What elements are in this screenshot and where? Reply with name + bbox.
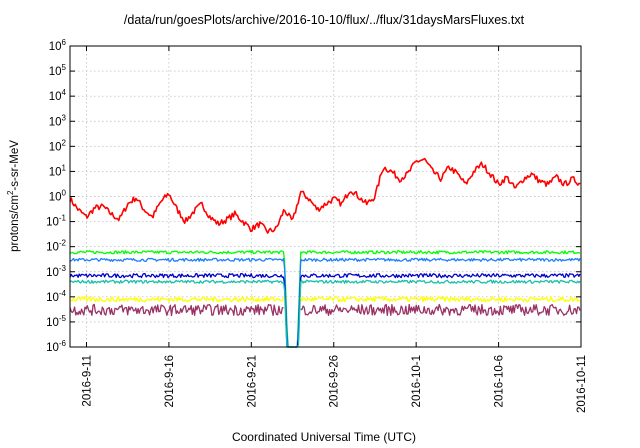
- y-tick-label: 10-4: [46, 289, 66, 304]
- y-tick-label: 106: [49, 38, 67, 53]
- series-line: [69, 296, 581, 303]
- y-tick-label: 102: [49, 138, 67, 153]
- grid: [70, 46, 581, 347]
- y-tick-label: 103: [49, 113, 67, 128]
- series-line: [69, 250, 581, 348]
- y-axis-label-sup: 2: [6, 190, 15, 195]
- series-line: [69, 157, 581, 234]
- x-tick-label: 2016-9-26: [329, 355, 341, 407]
- y-tick-label: 10-5: [46, 314, 66, 329]
- y-axis-label-pre: protons/cm: [9, 195, 21, 252]
- series-line: [69, 272, 581, 348]
- y-tick-label: 10-2: [46, 239, 66, 254]
- x-tick-label: 2016-10-1: [411, 355, 423, 407]
- y-axis: 10-6 10-5 10-4 10-3 10-2 10-1 100 101 102 103 104 1…: [46, 38, 581, 354]
- x-axis: 2016-9-11 2016-9-16 2016-9-21 2016-9-26 2016…: [81, 46, 588, 413]
- series-line: [69, 303, 581, 317]
- y-axis-label-post: -s-sr-MeV: [9, 140, 21, 191]
- y-tick-label: 10-1: [46, 214, 66, 229]
- chart-title: /data/run/goesPlots/archive/2016-10-10/f…: [124, 13, 525, 27]
- x-tick-label: 2016-9-11: [81, 355, 93, 407]
- y-tick-label: 10-3: [46, 264, 66, 279]
- y-tick-label: 105: [49, 63, 67, 78]
- series-line: [69, 279, 581, 348]
- series-layer: [69, 157, 581, 348]
- y-tick-label: 101: [49, 163, 67, 178]
- y-axis-label: protons/cm2-s-sr-MeV: [6, 140, 21, 252]
- x-axis-label: Coordinated Universal Time (UTC): [232, 430, 416, 444]
- series-line: [69, 257, 581, 348]
- y-tick-label: 104: [49, 88, 67, 103]
- x-tick-label: 2016-9-21: [246, 355, 258, 407]
- y-tick-label: 100: [49, 189, 67, 204]
- y-tick-label: 10-6: [46, 339, 66, 354]
- x-tick-label: 2016-10-11: [576, 355, 588, 413]
- x-tick-label: 2016-9-16: [164, 355, 176, 407]
- x-tick-label: 2016-10-6: [494, 355, 506, 407]
